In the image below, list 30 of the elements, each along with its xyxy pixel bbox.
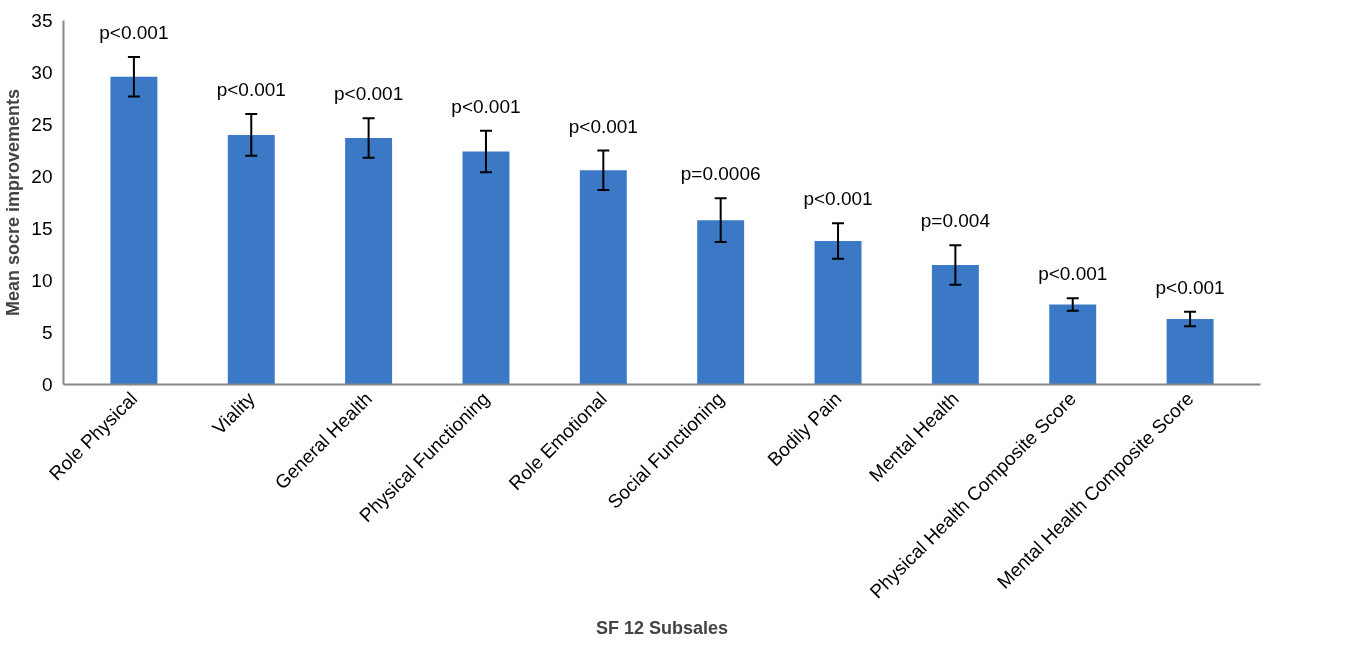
y-tick-label: 25 xyxy=(31,114,53,135)
annotation: p<0.001 xyxy=(451,95,521,117)
bar xyxy=(697,220,745,385)
annotation: p=0.0006 xyxy=(680,163,761,185)
annotation: p=0.004 xyxy=(920,210,991,232)
bar xyxy=(814,240,862,385)
annotation: p<0.001 xyxy=(1155,276,1225,298)
bar xyxy=(227,134,275,385)
annotation: p<0.001 xyxy=(803,188,873,210)
y-tick-label: 10 xyxy=(31,270,53,291)
annotation: p<0.001 xyxy=(568,115,638,137)
x-axis-title: SF 12 Subsales xyxy=(595,617,729,638)
y-axis-title: Mean socre improvements xyxy=(3,88,24,317)
annotation: p<0.001 xyxy=(334,83,404,105)
annotation: p<0.001 xyxy=(216,79,286,101)
bar xyxy=(579,170,627,385)
y-tick-label: 15 xyxy=(31,218,53,239)
bar xyxy=(931,264,979,385)
annotation: p<0.001 xyxy=(1038,263,1108,285)
y-tick-label: 30 xyxy=(31,62,53,83)
y-tick-label: 5 xyxy=(41,322,53,343)
bar xyxy=(110,76,158,385)
bar xyxy=(462,151,510,385)
bar xyxy=(345,138,393,385)
annotation: p<0.001 xyxy=(99,21,169,43)
bar xyxy=(1166,318,1214,385)
y-tick-label: 20 xyxy=(31,166,53,187)
y-tick-label: 35 xyxy=(31,10,53,31)
bar xyxy=(1049,304,1097,385)
y-tick-label: 0 xyxy=(41,374,53,395)
